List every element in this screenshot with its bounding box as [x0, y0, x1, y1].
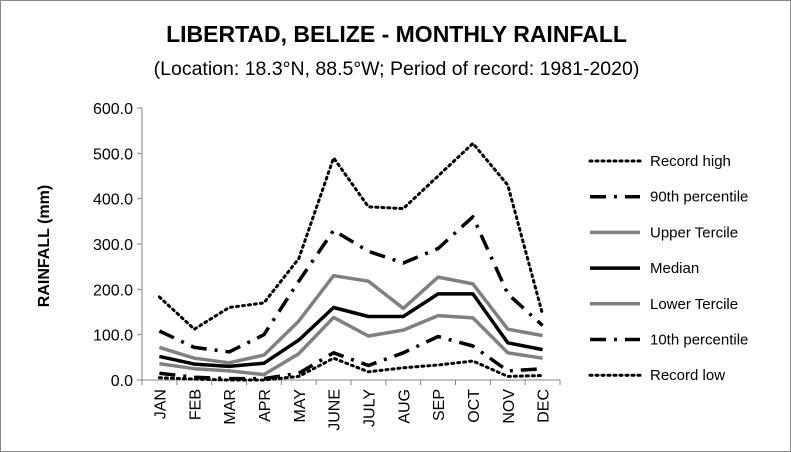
legend-label: Record low	[650, 367, 725, 384]
series-line-upper-tercile	[158, 273, 543, 365]
chart-axes: 0.0 100.0 200.0 300.0 400.0 500.0 600.0 JAN FEB M…	[36, 101, 561, 431]
x-tick-label: JUNE	[327, 389, 344, 431]
x-tick-label: NOV	[501, 389, 518, 424]
legend-label: Median	[650, 260, 699, 277]
x-tick-label: JAN	[152, 389, 169, 419]
legend-label: 10th percentile	[650, 332, 748, 349]
x-tick-label: JULY	[361, 389, 378, 427]
legend-label: Upper Tercile	[650, 224, 738, 241]
y-tick-label: 100.0	[93, 328, 133, 345]
y-tick-label: 500.0	[93, 146, 133, 163]
series-line-record-high	[157, 141, 545, 331]
x-tick-label: SEP	[431, 389, 448, 421]
series-line-10th-percentile	[159, 334, 543, 381]
y-tick-label: 200.0	[93, 282, 133, 299]
x-tick-label: DEC	[536, 389, 553, 423]
x-tick-label: APR	[257, 389, 274, 422]
x-tick-label: AUG	[396, 389, 413, 424]
x-tick-label: FEB	[187, 389, 204, 420]
chart-subtitle: (Location: 18.3°N, 88.5°W; Period of rec…	[153, 58, 640, 80]
legend-label: Record high	[650, 153, 731, 170]
series-layer	[157, 141, 545, 382]
y-tick-label: 300.0	[93, 237, 133, 254]
series-line-90th-percentile	[158, 215, 544, 354]
x-tick-label: OCT	[466, 389, 483, 423]
chart-legend: Record high 90th percentile Upper Tercile M…	[588, 153, 748, 384]
series-line-lower-tercile	[159, 313, 543, 377]
y-axis-label: RAINFALL (mm)	[36, 185, 53, 307]
y-tick-label: 400.0	[93, 192, 133, 209]
y-tick-label: 0.0	[111, 373, 133, 390]
legend-label: Lower Tercile	[650, 296, 738, 313]
series-line-record-low	[157, 356, 545, 382]
chart-title: LIBERTAD, BELIZE - MONTHLY RAINFALL	[166, 21, 627, 47]
legend-label: 90th percentile	[650, 189, 748, 206]
series-line-median	[159, 292, 543, 369]
x-tick-label: MAY	[292, 389, 309, 423]
y-tick-label: 600.0	[93, 101, 133, 118]
x-tick-label: MAR	[222, 389, 239, 425]
